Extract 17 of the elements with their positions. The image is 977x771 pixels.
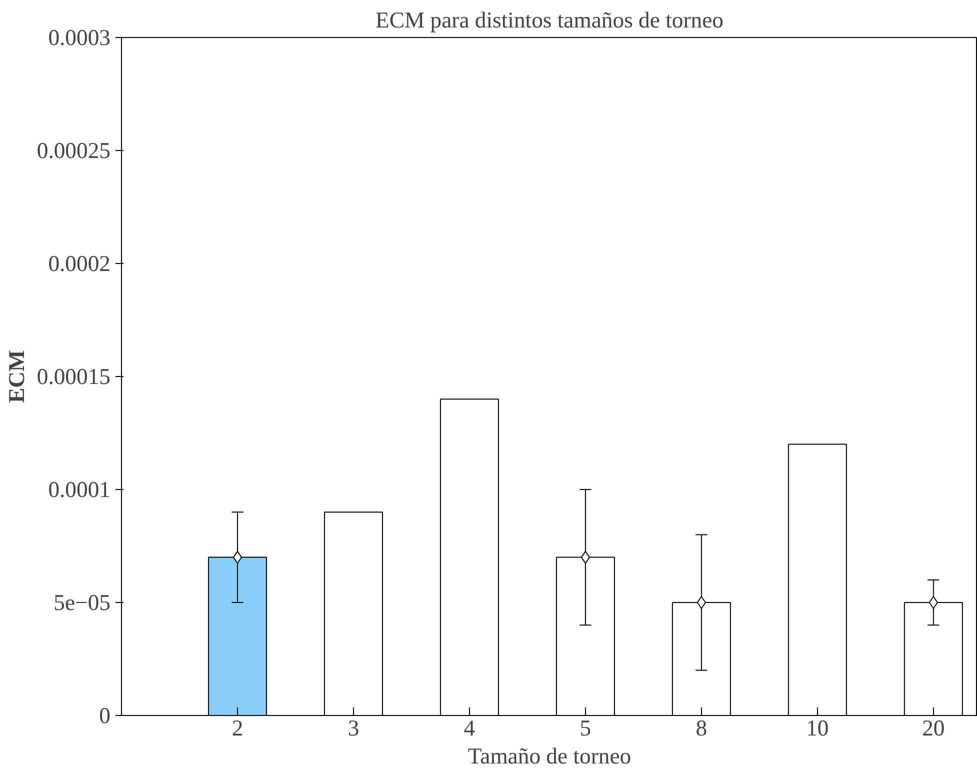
x-tick-label: 5 <box>580 716 592 740</box>
y-tick-label: 0.0001 <box>48 477 111 502</box>
chart-title: ECM para distintos tamaños de torneo <box>376 8 724 32</box>
y-tick-label: 5e−05 <box>54 590 111 615</box>
y-tick-label: 0.0003 <box>48 25 111 50</box>
x-tick-label: 8 <box>696 716 708 740</box>
y-tick-label: 0.00025 <box>36 138 111 163</box>
x-tick-label: 3 <box>348 716 360 740</box>
x-tick-label: 10 <box>806 716 829 740</box>
x-axis-title: Tamaño de torneo <box>468 744 632 768</box>
x-tick-label: 20 <box>922 716 945 740</box>
y-tick-label: 0 <box>99 703 110 728</box>
x-tick-label: 2 <box>232 716 244 740</box>
y-axis-title: ECM <box>4 350 29 403</box>
y-tick-label: 0.0002 <box>48 251 111 276</box>
x-tick-label: 4 <box>464 716 476 740</box>
y-tick-label: 0.00015 <box>36 364 111 389</box>
